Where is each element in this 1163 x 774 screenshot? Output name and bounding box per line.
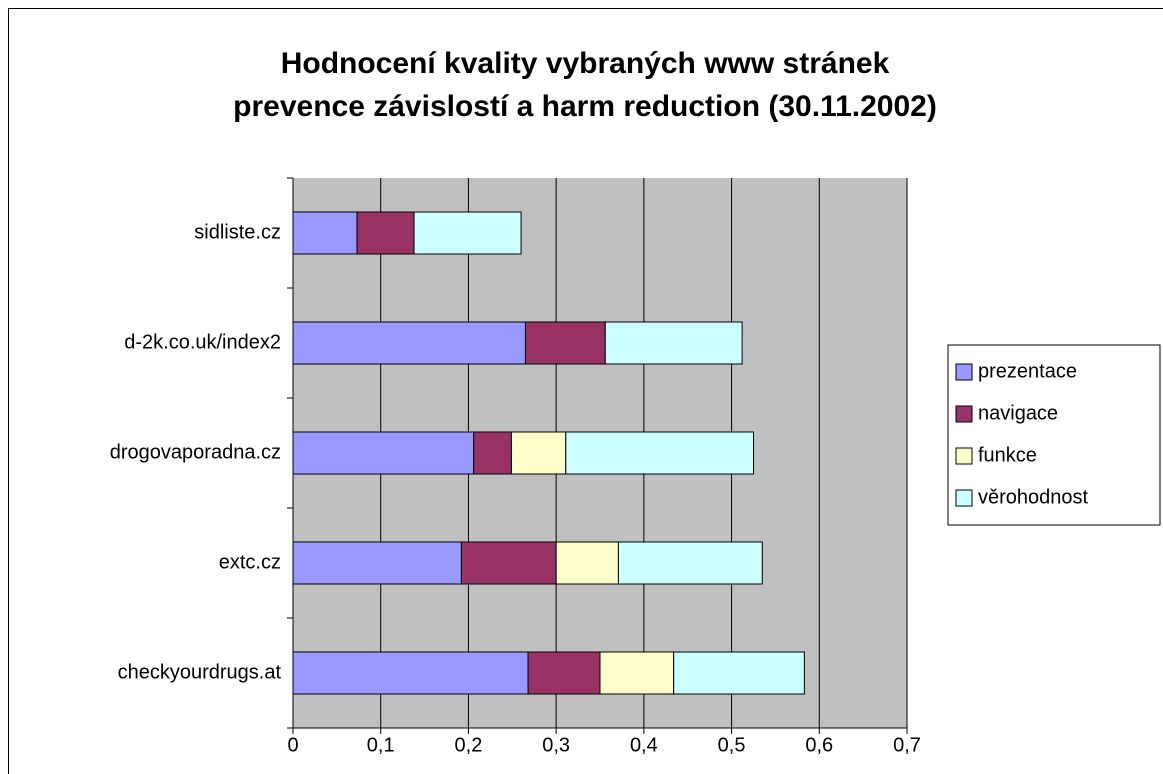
chart-title: prevence závislostí a harm reduction (30… bbox=[233, 90, 937, 123]
x-tick-label: 0,2 bbox=[455, 734, 483, 756]
x-tick-label: 0,5 bbox=[718, 734, 746, 756]
x-tick-label: 0,6 bbox=[805, 734, 833, 756]
bar-segment bbox=[565, 431, 755, 475]
legend-swatch bbox=[955, 363, 973, 381]
bar-segment bbox=[356, 211, 415, 255]
legend-label: navigace bbox=[978, 402, 1058, 424]
legend-swatch bbox=[955, 405, 973, 423]
x-tick-label: 0,3 bbox=[542, 734, 570, 756]
bar-segment bbox=[292, 651, 529, 695]
bar-segment bbox=[292, 541, 462, 585]
y-tick-label: d-2k.co.uk/index2 bbox=[124, 331, 281, 353]
y-tick-label: drogovaporadna.cz bbox=[110, 441, 281, 463]
bar-segment bbox=[473, 431, 512, 475]
bar-segment bbox=[617, 541, 763, 585]
y-tick-label: extc.cz bbox=[219, 551, 281, 573]
legend-box bbox=[947, 344, 1161, 526]
bar-segment bbox=[292, 431, 475, 475]
x-tick-label: 0,7 bbox=[893, 734, 921, 756]
bar-segment bbox=[673, 651, 805, 695]
bar-segment bbox=[604, 321, 743, 365]
x-tick-label: 0,1 bbox=[367, 734, 395, 756]
bar-segment bbox=[510, 431, 567, 475]
bar-segment bbox=[460, 541, 557, 585]
y-tick-label: checkyourdrugs.at bbox=[118, 661, 282, 683]
chart-title: Hodnocení kvality vybraných www stránek bbox=[281, 47, 890, 80]
x-tick-label: 0,4 bbox=[630, 734, 658, 756]
bar-segment bbox=[413, 211, 522, 255]
legend-swatch bbox=[955, 447, 973, 465]
legend-label: prezentace bbox=[978, 360, 1077, 382]
bar-segment bbox=[292, 211, 358, 255]
bar-segment bbox=[292, 321, 526, 365]
legend-label: funkce bbox=[978, 444, 1037, 466]
bar-segment bbox=[527, 651, 601, 695]
bar-segment bbox=[555, 541, 619, 585]
y-tick-label: sidliste.cz bbox=[194, 221, 281, 243]
legend-swatch bbox=[955, 489, 973, 507]
x-tick-label: 0 bbox=[287, 734, 298, 756]
bar-segment bbox=[599, 651, 675, 695]
bar-segment bbox=[524, 321, 606, 365]
legend-label: věrohodnost bbox=[978, 486, 1089, 508]
